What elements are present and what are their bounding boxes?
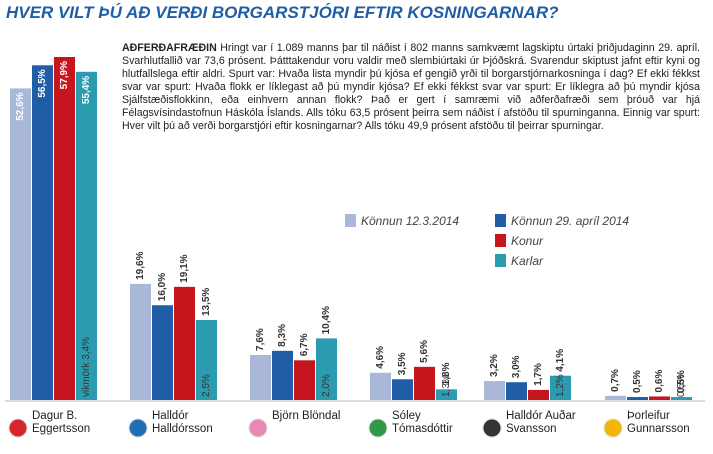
value-label: 7,6% <box>255 328 266 351</box>
value-label: 0,5% <box>676 370 687 393</box>
chart-title: HVER VILT ÞÚ AÐ VERÐI BORGARSTJÓRI EFTIR… <box>6 3 559 22</box>
candidate-icon <box>248 418 268 438</box>
candidate-icon <box>482 418 502 438</box>
value-label: 8,3% <box>277 324 288 347</box>
bar <box>649 396 670 400</box>
legend-item: Könnun 12.3.2014 <box>345 214 459 228</box>
bar <box>605 395 626 400</box>
value-label: 0,5% <box>632 370 643 393</box>
candidate-icon <box>8 418 28 438</box>
value-label: 55,4% <box>81 76 92 104</box>
value-label: 3,2% <box>489 354 500 377</box>
margin-label: 1,2% <box>555 374 566 397</box>
category-label: Þorleifur Gunnarsson <box>627 410 690 435</box>
legend-label: Konur <box>511 234 544 248</box>
value-label: 1,8% <box>441 362 452 385</box>
candidate-icon <box>128 418 148 438</box>
note-body: Hringt var í 1.089 manns þar til náðist … <box>122 42 700 132</box>
bar <box>294 360 315 400</box>
value-label: 4,1% <box>555 349 566 372</box>
legend-label: Könnun 29. apríl 2014 <box>511 214 630 228</box>
value-label: 0,6% <box>654 370 665 393</box>
category-label: Dagur B. Eggertsson <box>32 410 91 435</box>
bar <box>436 389 457 400</box>
value-label: 6,7% <box>299 333 310 356</box>
bar <box>370 372 391 400</box>
bar <box>550 375 571 400</box>
value-label: 57,9% <box>59 61 70 89</box>
legend-label: Könnun 12.3.2014 <box>361 214 460 228</box>
legend-item: Konur <box>495 234 543 248</box>
candidate-icon <box>368 418 388 438</box>
legend-item: Karlar <box>495 254 543 268</box>
bar <box>392 379 413 400</box>
bar <box>506 382 527 400</box>
value-label: 13,5% <box>201 288 212 316</box>
margin-label: 1,3% <box>441 374 452 397</box>
bar <box>528 389 549 400</box>
value-label: 4,6% <box>375 346 386 369</box>
bar <box>10 88 31 400</box>
method-note: AÐFERÐAFRÆÐIN Hringt var í 1.089 manns þ… <box>122 42 700 133</box>
bar <box>196 320 217 400</box>
bar <box>54 57 75 400</box>
value-label: 3,0% <box>511 355 522 378</box>
category-label: Sóley Tómasdóttir <box>392 410 453 435</box>
bar <box>627 397 648 400</box>
category-label: Halldór Auðar Svansson <box>506 410 576 435</box>
value-label: 3,5% <box>397 352 408 375</box>
bar <box>174 286 195 400</box>
bar <box>484 381 505 400</box>
legend-label: Karlar <box>511 254 544 268</box>
bar <box>76 71 97 400</box>
value-label: 0,7% <box>610 369 621 392</box>
category-label: Halldór Halldórsson <box>152 410 213 435</box>
margin-label: 2,0% <box>321 374 332 397</box>
bar <box>671 397 692 400</box>
legend-swatch <box>495 234 506 247</box>
value-label: 16,0% <box>157 273 168 301</box>
value-label: 19,6% <box>135 251 146 279</box>
bar <box>130 283 151 400</box>
value-label: 5,6% <box>419 340 430 363</box>
margin-label: vikmörk 3,4% <box>81 337 92 397</box>
bar <box>32 65 53 400</box>
bar <box>414 366 435 400</box>
value-label: 52,6% <box>15 92 26 120</box>
value-label: 10,4% <box>321 306 332 334</box>
margin-label: 0,5% <box>676 374 687 397</box>
margin-label: 2,5% <box>201 374 212 397</box>
legend-item: Könnun 29. apríl 2014 <box>495 214 629 228</box>
category-label: Björn Blöndal <box>272 410 341 422</box>
legend-swatch <box>345 214 356 227</box>
bar <box>316 338 337 400</box>
bar <box>272 350 293 400</box>
legend-swatch <box>495 254 506 267</box>
value-label: 1,7% <box>533 363 544 386</box>
value-label: 19,1% <box>179 254 190 282</box>
bar <box>152 305 173 400</box>
value-label: 56,5% <box>37 69 48 97</box>
candidate-icon <box>603 418 623 438</box>
legend-swatch <box>495 214 506 227</box>
note-heading: AÐFERÐAFRÆÐIN <box>122 42 217 54</box>
bar <box>250 354 271 400</box>
